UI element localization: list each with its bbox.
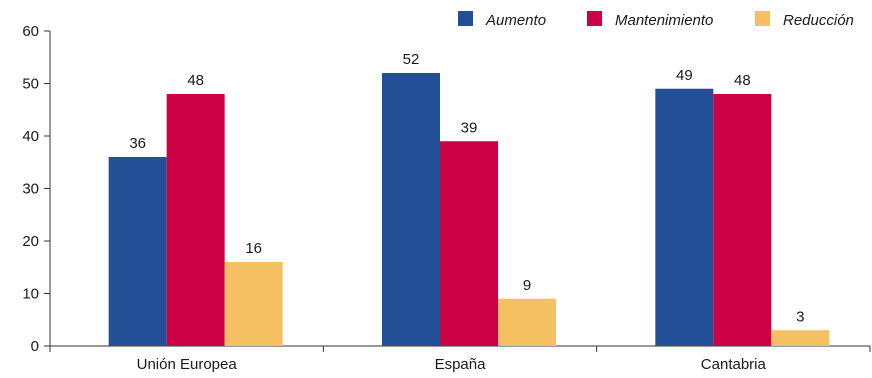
bar-reduccion-cantabria: [771, 330, 830, 346]
data-label-mantenimiento-cantabria: 48: [734, 72, 751, 89]
bar-mantenimiento-espana: [440, 141, 498, 346]
y-tick-label: 20: [22, 233, 39, 250]
bar-aumento-espana: [382, 73, 440, 346]
data-label-mantenimiento-espana: 39: [461, 119, 478, 136]
data-label-reduccion-espana: 9: [523, 277, 531, 294]
bar-mantenimiento-union-europea: [166, 94, 225, 346]
y-tick-label: 10: [22, 286, 39, 303]
legend-swatch-reduccion: [755, 11, 770, 26]
bar-reduccion-union-europea: [224, 262, 283, 346]
data-label-aumento-union-europea: 36: [129, 135, 146, 152]
bars: [108, 73, 830, 346]
legend-swatch-aumento: [458, 11, 473, 26]
data-label-mantenimiento-union-europea: 48: [187, 72, 204, 89]
x-tick-label-espana: España: [435, 356, 487, 373]
y-tick-label: 60: [22, 23, 39, 40]
x-tick-label-union-europea: Unión Europea: [137, 356, 238, 373]
y-tick-label: 0: [31, 338, 39, 355]
bar-aumento-union-europea: [108, 157, 167, 346]
data-label-reduccion-union-europea: 16: [245, 240, 262, 257]
data-label-aumento-espana: 52: [403, 51, 420, 68]
y-tick-label: 30: [22, 181, 39, 198]
legend-item-aumento: Aumento: [458, 11, 546, 29]
y-axis: 0 10 20 30 40 50 60: [22, 23, 51, 355]
data-labels: 36 48 16 52 39 9 49 48 3: [129, 51, 804, 325]
legend-label-mantenimiento: Mantenimiento: [615, 12, 713, 29]
legend-item-reduccion: Reducción: [755, 11, 854, 29]
legend-label-reduccion: Reducción: [783, 12, 854, 29]
legend-label-aumento: Aumento: [485, 12, 546, 29]
legend-item-mantenimiento: Mantenimiento: [587, 11, 713, 29]
legend-swatch-mantenimiento: [587, 11, 602, 26]
legend: Aumento Mantenimiento Reducción: [458, 11, 854, 29]
bar-mantenimiento-cantabria: [713, 94, 772, 346]
bar-aumento-cantabria: [655, 88, 714, 346]
x-tick-label-cantabria: Cantabria: [701, 356, 767, 373]
data-label-reduccion-cantabria: 3: [796, 308, 804, 325]
y-tick-label: 50: [22, 76, 39, 93]
x-axis: Unión Europea España Cantabria: [49, 345, 871, 373]
y-tick-label: 40: [22, 128, 39, 145]
bar-reduccion-espana: [498, 298, 556, 346]
data-label-aumento-cantabria: 49: [676, 67, 693, 84]
